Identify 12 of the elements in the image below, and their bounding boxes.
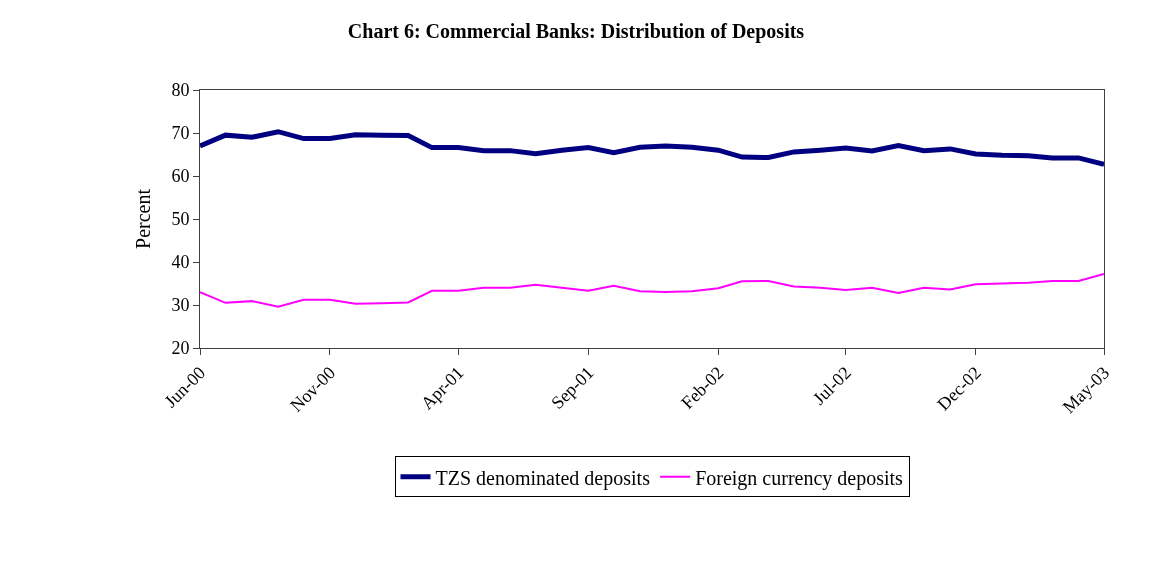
y-tick-label: 60: [171, 166, 190, 187]
y-tick-label: 40: [171, 252, 190, 273]
y-tick-label: 30: [171, 295, 190, 316]
y-tick-label: 80: [171, 80, 190, 101]
y-tick-label: 50: [171, 209, 190, 230]
y-tick-label: 70: [171, 123, 190, 144]
chart-title: Chart 6: Commercial Banks: Distribution of Deposits: [347, 19, 805, 43]
legend-label: Foreign currency deposits: [695, 466, 904, 490]
y-axis-title: Percent: [131, 188, 154, 249]
legend-label: TZS denominated deposits: [435, 466, 651, 490]
y-tick-label: 20: [171, 338, 190, 359]
line-series: [200, 273, 1104, 308]
